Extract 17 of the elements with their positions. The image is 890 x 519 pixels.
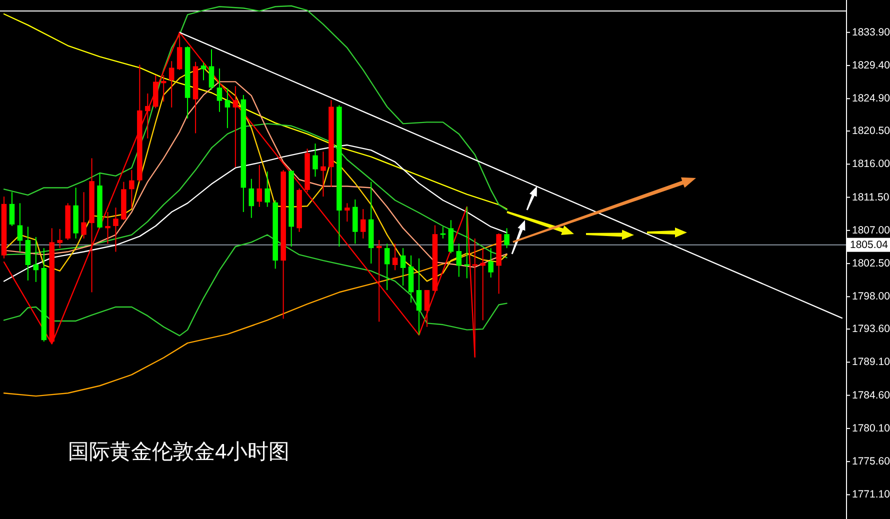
y-tick-label: 1798.00 <box>852 290 890 303</box>
title: 国际黄金伦敦金4小时图 <box>68 440 290 464</box>
y-tick-label: 1771.10 <box>852 488 890 501</box>
y-tick-label: 1775.60 <box>852 456 890 468</box>
ref-line-label: 1805.04 <box>850 238 888 251</box>
y-tick-label: 1793.60 <box>852 323 890 336</box>
y-tick-label: 1789.10 <box>852 356 890 368</box>
y-tick-label: 1824.90 <box>852 92 890 105</box>
y-tick-label: 1807.00 <box>852 224 890 236</box>
y-tick-label: 1780.10 <box>852 422 890 434</box>
y-tick-label: 1811.50 <box>852 191 890 204</box>
y-tick-label: 1833.90 <box>852 26 890 38</box>
y-tick-label: 1816.00 <box>852 158 890 170</box>
y-tick-label: 1784.60 <box>852 389 890 402</box>
y-tick-label: 1802.50 <box>852 258 890 270</box>
y-tick-label: 1820.50 <box>852 125 890 138</box>
y-tick-label: 1829.40 <box>852 60 890 72</box>
